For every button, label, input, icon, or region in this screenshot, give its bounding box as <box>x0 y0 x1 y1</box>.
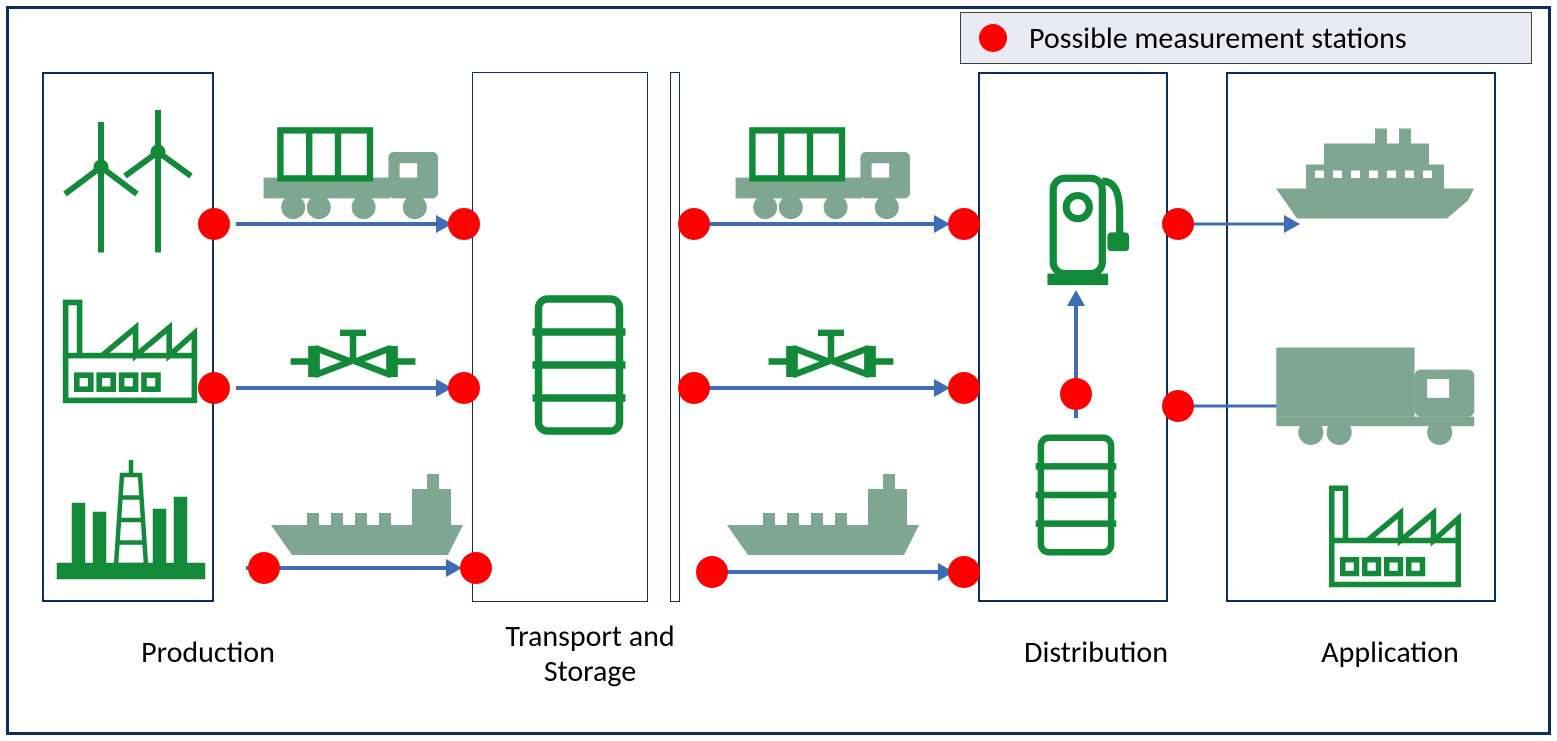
dot-stor-pipe-r <box>948 372 980 404</box>
dot-stor-ship-l <box>696 556 728 588</box>
dot-dist-app2 <box>1162 390 1194 422</box>
truck2-icon <box>726 124 926 220</box>
tanker2-icon <box>718 468 928 564</box>
truck1-icon <box>254 124 454 220</box>
wind-icon <box>56 110 206 260</box>
pump-icon <box>1040 158 1130 288</box>
valve1-icon <box>288 320 418 390</box>
tanker1-icon <box>262 468 472 564</box>
diagram-canvas: Possible measurement stations Production… <box>0 0 1557 741</box>
factory1-icon <box>60 290 200 410</box>
dot-dist-app1 <box>1162 208 1194 240</box>
dot-pump <box>1060 378 1092 410</box>
cruise-icon <box>1270 120 1480 230</box>
dot-stor-truck-r <box>948 208 980 240</box>
dot-prod-ship-l <box>248 552 280 584</box>
dot-prod-ship-r <box>460 552 492 584</box>
refinery-icon <box>56 460 206 580</box>
dot-prod-truck-r <box>448 208 480 240</box>
barrel2-icon <box>1030 430 1122 560</box>
truck3-icon <box>1270 330 1490 450</box>
valve2-icon <box>766 320 896 390</box>
dot-prod-pipe-r <box>448 372 480 404</box>
barrel1-icon <box>524 290 634 440</box>
factory2-icon <box>1310 480 1480 590</box>
dot-stor-pipe-l <box>678 372 710 404</box>
dot-prod-pipe-l <box>198 372 230 404</box>
dot-prod-truck-l <box>198 208 230 240</box>
arrow-stor-ship <box>706 563 954 581</box>
dot-stor-ship-r <box>948 556 980 588</box>
dot-stor-truck-l <box>678 208 710 240</box>
